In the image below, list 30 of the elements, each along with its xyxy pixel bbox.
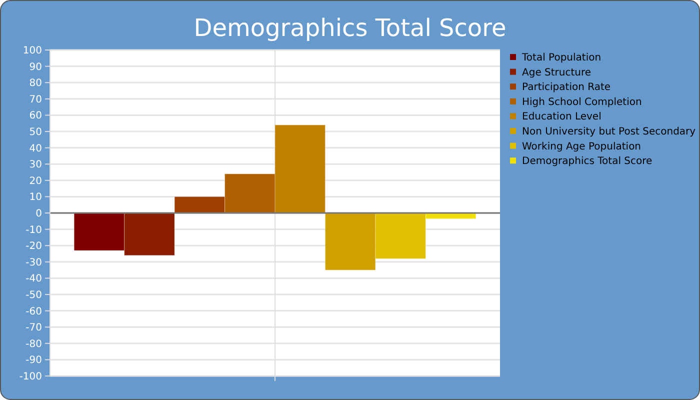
legend-label: High School Completion [522, 96, 642, 108]
legend-label: Education Level [522, 112, 602, 123]
y-tick-label: -90 [26, 355, 42, 366]
y-tick-label: 30 [29, 160, 42, 171]
legend-label: Working Age Population [522, 141, 642, 152]
y-tick-label: -30 [26, 257, 42, 268]
y-tick-label: 60 [29, 110, 42, 122]
y-tick-label: -40 [26, 274, 42, 285]
y-tick-label: -20 [26, 241, 42, 252]
y-tick-label: 70 [29, 94, 42, 106]
chart-title: Demographics Total Score [194, 14, 506, 42]
y-tick-label: 0 [36, 208, 42, 220]
y-tick-label: -10 [26, 224, 42, 236]
y-tick-label: -70 [26, 322, 42, 334]
y-tick-label: 100 [22, 46, 42, 56]
y-tick-label: -80 [26, 338, 42, 350]
y-tick-label: -100 [19, 372, 42, 382]
legend-label: Demographics Total Score [522, 156, 652, 168]
y-tick-label: -60 [26, 306, 42, 318]
y-tick-label: 50 [29, 127, 42, 138]
y-tick-label: -50 [26, 290, 42, 301]
y-tick-label: 40 [29, 143, 42, 154]
legend-label: Age Structure [522, 67, 592, 78]
y-tick-label: 80 [29, 78, 42, 90]
legend-label: Non University but Post Secondary [522, 126, 696, 138]
legend-label: Total Population [521, 52, 602, 64]
legend-label: Participation Rate [522, 82, 611, 94]
y-tick-label: 90 [29, 62, 42, 73]
y-tick-label: 10 [29, 192, 42, 204]
y-tick-label: 20 [29, 176, 42, 187]
